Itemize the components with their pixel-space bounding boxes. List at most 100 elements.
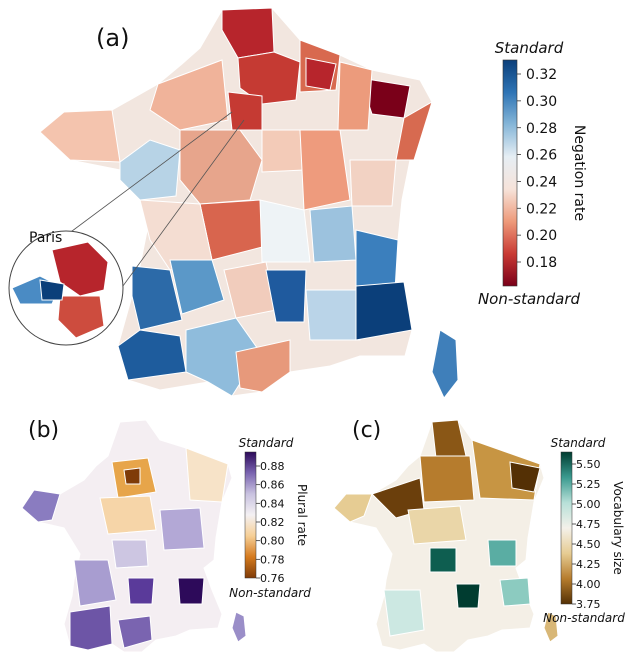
colorbar-tick-label: 0.20: [526, 228, 557, 244]
colorbar-tick-label: 0.82: [260, 516, 285, 529]
region-limousin-b: [111, 539, 149, 569]
panel-label-b: (b): [28, 418, 59, 443]
region-centre-east-b: [159, 507, 205, 551]
colorbar-tick-label: 0.80: [260, 535, 285, 548]
map-a: [39, 7, 459, 399]
inset-region-south: [57, 295, 105, 339]
inset-region-paris: [39, 279, 65, 301]
colorbar-tick-label: 4.00: [576, 578, 601, 591]
region-corse-b: [231, 611, 247, 643]
region-bretagne-b: [21, 489, 61, 523]
region-centre-a: [179, 129, 263, 205]
colorbar-b-top-label: Standard: [239, 436, 294, 450]
region-alsace-a: [395, 100, 433, 161]
map-b: [21, 419, 247, 653]
colorbar-c-top-label: Standard: [551, 436, 606, 450]
region-moselle-c: [509, 461, 541, 493]
panel-b: (b) Standard 0.88 0.86 0.84 0.82 0.80 0.78 0.7…: [21, 418, 311, 653]
colorbar-c-axis-label: Vocabulary size: [611, 481, 625, 575]
region-provence-c: [499, 577, 531, 607]
region-franche-comte-a: [349, 159, 397, 207]
region-rhone-b: [177, 577, 205, 605]
colorbar-tick-label: 0.84: [260, 497, 285, 510]
region-herault-a: [235, 339, 291, 393]
panel-c: (c) Standard 5.50 5.25 5.00 4.75 4.50 4.25 4.0…: [333, 418, 625, 653]
region-aveyron-c: [455, 583, 481, 609]
region-corse-a: [431, 329, 459, 399]
panel-label-a: (a): [96, 24, 129, 52]
colorbar-a-top-label: Standard: [495, 39, 564, 57]
region-bourgogne-a: [299, 129, 351, 211]
colorbar-a-gradient: [502, 59, 518, 287]
colorbar-tick-label: 4.75: [576, 518, 601, 531]
region-pays-loire-a: [119, 139, 181, 201]
colorbar-tick-label: 5.25: [576, 478, 601, 491]
inset-region-north: [51, 241, 109, 297]
region-loiret-a: [261, 129, 305, 173]
inset-connector-bottom: [119, 119, 245, 291]
panel-label-c: (c): [352, 418, 381, 443]
region-aveyron-a: [265, 269, 307, 323]
colorbar-a-axis-label: Negation rate: [571, 125, 587, 221]
region-south-b: [69, 605, 113, 651]
colorbar-tick-label: 0.88: [260, 460, 285, 473]
region-loiret-c: [429, 547, 457, 573]
colorbar-tick-label: 0.18: [526, 255, 557, 271]
colorbar-tick-label: 0.30: [526, 94, 557, 110]
region-corse-c: [543, 611, 559, 643]
inset-connector-top: [59, 111, 233, 241]
region-gard-a: [305, 289, 361, 341]
region-picardie-c: [419, 455, 475, 503]
region-herault-b: [117, 615, 153, 649]
region-gironde-a: [131, 265, 183, 331]
region-picardie-a: [237, 51, 301, 105]
colorbar-tick-label: 0.24: [526, 174, 557, 190]
colorbar-tick-label: 0.86: [260, 479, 285, 492]
region-lorraine-a: [337, 61, 373, 131]
region-south-c: [383, 589, 425, 637]
region-east-b: [185, 447, 229, 503]
paris-inset: Paris: [8, 111, 245, 346]
colorbar-a-bottom-label: Non-standard: [478, 290, 581, 308]
region-alpes-a: [355, 229, 399, 291]
colorbar-a: Standard 0.32 0.30 0.28 0.26 0.24 0.22 0.20 0.1…: [478, 39, 587, 308]
colorbar-b-axis-label: Plural rate: [295, 484, 309, 546]
colorbar-tick-label: 0.76: [260, 572, 285, 585]
region-centre-b: [99, 495, 157, 535]
colorbar-tick-label: 0.28: [526, 121, 557, 137]
region-aisne-a: [305, 57, 337, 91]
colorbar-b-bottom-label: Non-standard: [229, 586, 311, 600]
region-aquitaine-b: [73, 559, 117, 607]
colorbar-tick-label: 5.00: [576, 498, 601, 511]
region-aveyron-b: [127, 577, 155, 605]
panel-a: (a): [8, 7, 587, 399]
region-dordogne-a: [169, 259, 225, 315]
colorbar-c: Standard 5.50 5.25 5.00 4.75 4.50 4.25 4.00 3.7…: [543, 436, 625, 625]
region-rhone-c: [487, 539, 517, 567]
inset-label: Paris: [29, 230, 62, 246]
colorbar-c-bottom-label: Non-standard: [543, 611, 625, 625]
region-paris-core-b: [123, 467, 141, 485]
colorbar-tick-label: 5.50: [576, 458, 601, 471]
region-paris-a: [227, 91, 263, 131]
region-provence-a: [355, 281, 413, 341]
colorbar-b-gradient: [244, 451, 257, 579]
colorbar-tick-label: 0.22: [526, 201, 557, 217]
region-centre-c: [407, 505, 467, 545]
colorbar-c-gradient: [560, 451, 573, 605]
colorbar-tick-label: 4.25: [576, 558, 601, 571]
region-rhone-a: [309, 205, 357, 263]
colorbar-b: Standard 0.88 0.86 0.84 0.82 0.80 0.78 0.76 Pl…: [229, 436, 311, 600]
colorbar-tick-label: 4.50: [576, 538, 601, 551]
region-bretagne-c: [333, 493, 373, 523]
region-bretagne-a: [39, 109, 121, 163]
colorbar-tick-label: 0.32: [526, 67, 557, 83]
region-normandie-a: [149, 59, 229, 131]
colorbar-tick-label: 0.78: [260, 553, 285, 566]
map-c: [333, 419, 559, 653]
region-auvergne-a: [259, 199, 311, 263]
region-landes-a: [117, 329, 187, 381]
colorbar-tick-label: 0.26: [526, 148, 557, 164]
colorbar-tick-label: 3.75: [576, 598, 601, 611]
